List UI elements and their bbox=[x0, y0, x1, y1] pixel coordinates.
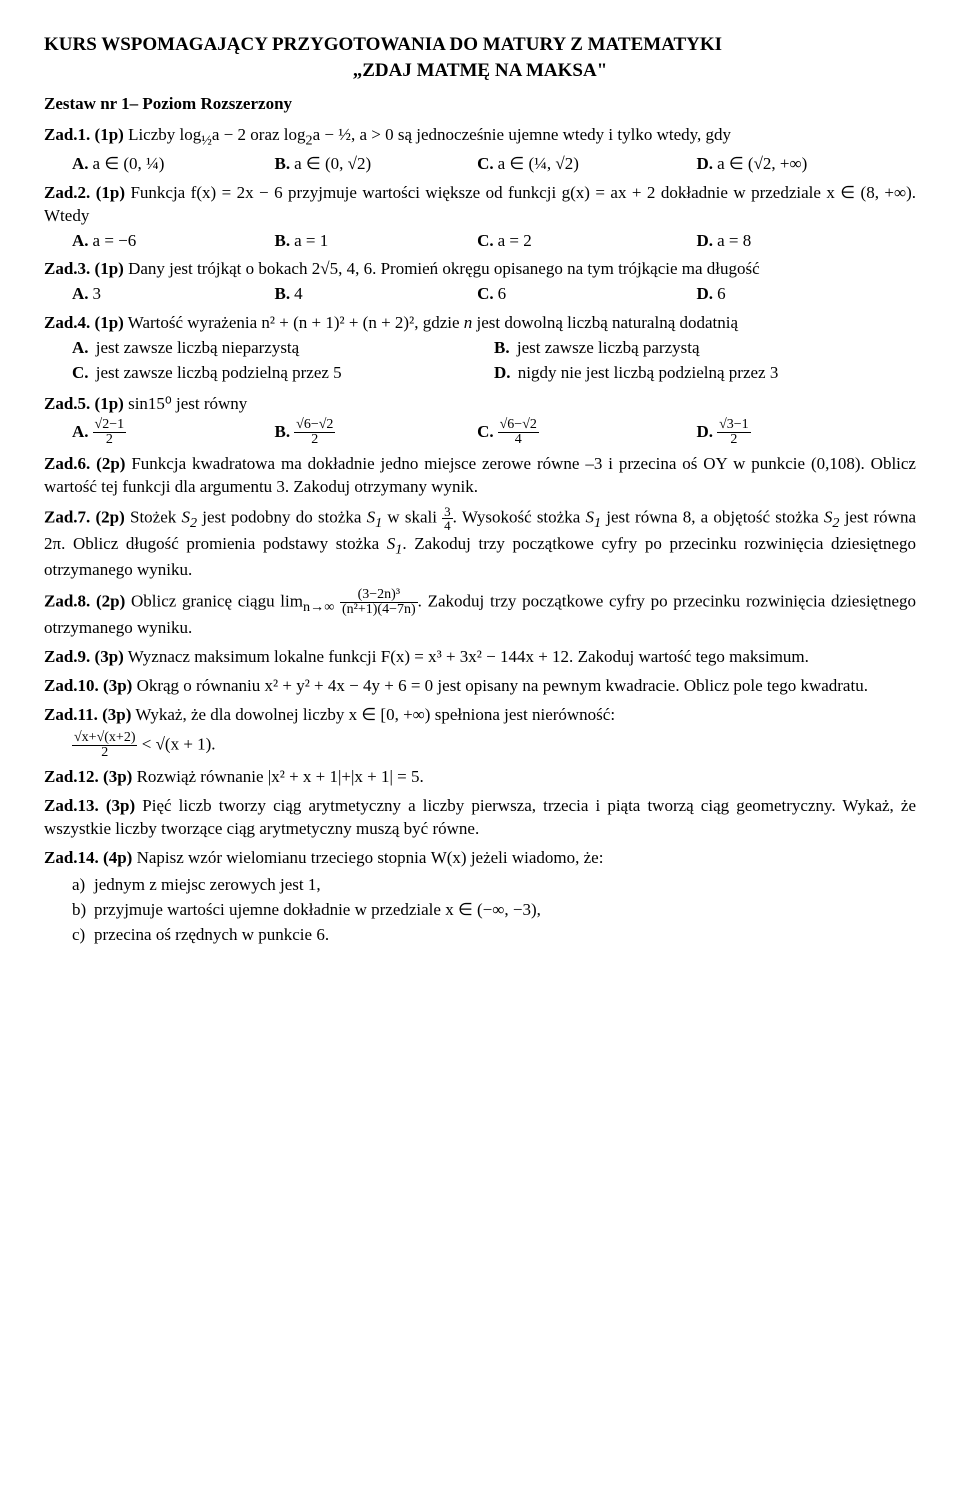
zad5-options: A. √2−12 B. √6−√22 C. √6−√24 D. √3−12 bbox=[72, 418, 916, 447]
zad14-list: a)jednym z miejsc zerowych jest 1, b)prz… bbox=[72, 874, 916, 947]
zad7-text: Zad.7. (2p) Stożek S2 jest podobny do st… bbox=[44, 505, 916, 582]
zad11-inequality: √x+√(x+2)2 < √(x + 1). bbox=[72, 731, 916, 760]
zad4-options: A. jest zawsze liczbą nieparzystą B. jes… bbox=[72, 337, 916, 387]
zad1-label: Zad.1. (1p) bbox=[44, 125, 124, 144]
zad4-text: Zad.4. (1p) Wartość wyrażenia n² + (n + … bbox=[44, 312, 916, 335]
zad11-text: Zad.11. (3p) Wykaż, że dla dowolnej licz… bbox=[44, 704, 916, 727]
zad2-options: A. a = −6 B. a = 1 C. a = 2 D. a = 8 bbox=[72, 230, 916, 253]
zad3-text: Zad.3. (1p) Dany jest trójkąt o bokach 2… bbox=[44, 258, 916, 281]
zad9-text: Zad.9. (3p) Wyznacz maksimum lokalne fun… bbox=[44, 646, 916, 669]
zad1-options: A. a ∈ (0, ¼) B. a ∈ (0, √2) C. a ∈ (¼, … bbox=[72, 153, 916, 176]
zad6-text: Zad.6. (2p) Funkcja kwadratowa ma dokład… bbox=[44, 453, 916, 499]
zad8-text: Zad.8. (2p) Oblicz granicę ciągu limn→∞ … bbox=[44, 588, 916, 640]
zad5-text: Zad.5. (1p) sin15⁰ jest równy bbox=[44, 393, 916, 416]
zad13-text: Zad.13. (3p) Pięć liczb tworzy ciąg aryt… bbox=[44, 795, 916, 841]
zad1-expr2: log2a − ½, a > 0 bbox=[284, 125, 394, 144]
zad2-text: Zad.2. (1p) Funkcja f(x) = 2x − 6 przyjm… bbox=[44, 182, 916, 228]
page-title-2: „ZDAJ MATMĘ NA MAKSA" bbox=[44, 58, 916, 84]
zad1-text: Zad.1. (1p) Liczby log½a − 2 oraz log2a … bbox=[44, 124, 916, 151]
zad3-options: A. 3 B. 4 C. 6 D. 6 bbox=[72, 283, 916, 306]
zad1-expr1: log½a − 2 bbox=[180, 125, 247, 144]
zad10-text: Zad.10. (3p) Okrąg o równaniu x² + y² + … bbox=[44, 675, 916, 698]
set-heading: Zestaw nr 1– Poziom Rozszerzony bbox=[44, 93, 916, 116]
zad14-text: Zad.14. (4p) Napisz wzór wielomianu trze… bbox=[44, 847, 916, 870]
page-title-1: KURS WSPOMAGAJĄCY PRZYGOTOWANIA DO MATUR… bbox=[44, 32, 916, 58]
zad12-text: Zad.12. (3p) Rozwiąż równanie |x² + x + … bbox=[44, 766, 916, 789]
